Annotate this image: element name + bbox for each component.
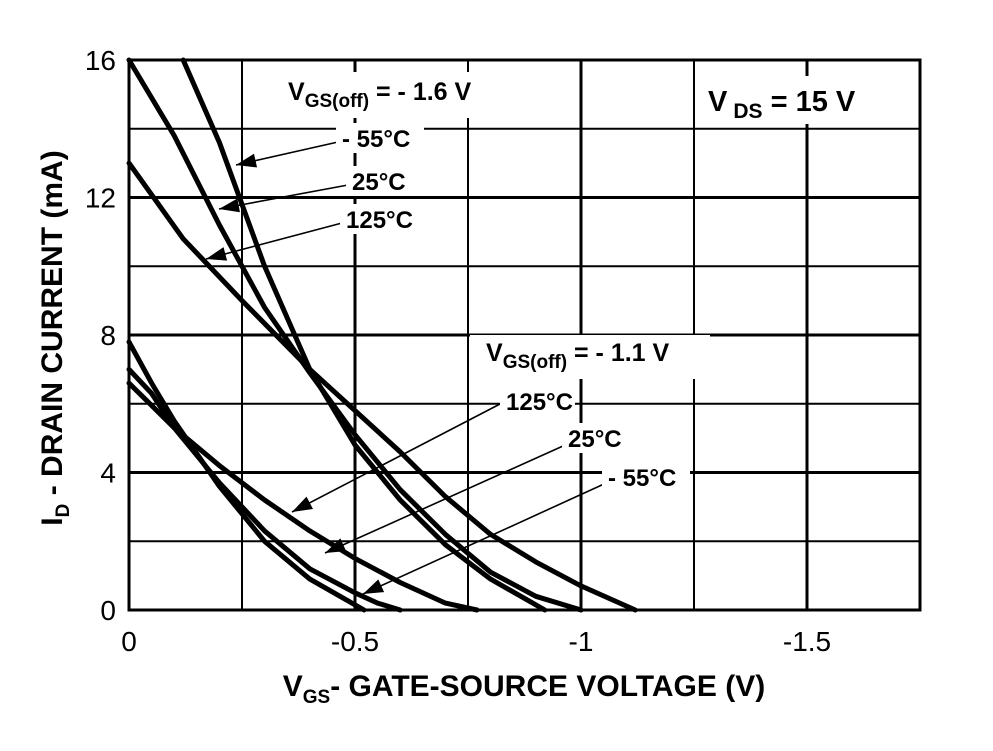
x-tick-label: -1 (569, 626, 594, 657)
label-bg (346, 166, 408, 196)
curve-group2-55c (126, 339, 367, 613)
label-bg (562, 423, 624, 453)
label-bg (340, 204, 415, 234)
curve-group1-25c (126, 57, 584, 613)
arrow-line (291, 403, 501, 513)
arrow-head (206, 247, 228, 261)
label-bg (336, 123, 424, 153)
series-label: 25°C (568, 426, 622, 453)
label-bg (500, 386, 575, 416)
series-label: - 55°C (608, 465, 676, 492)
vgs-off-label-1: VGS(off) = - 1.6 V (288, 78, 472, 112)
arrow-line (218, 184, 349, 210)
x-tick-label: -1.5 (783, 626, 831, 657)
y-tick-label: 16 (85, 45, 116, 76)
label-bg (602, 462, 690, 492)
y-tick-label: 0 (100, 595, 116, 626)
arrow-head (292, 496, 313, 512)
curve-group1-125c (126, 160, 638, 613)
arrow-head (219, 198, 240, 213)
arrow-head (236, 153, 258, 168)
curve-group2-25c (126, 366, 403, 613)
chart-ticks: 0 4 8 12 16 0 -0.5 -1 -1.5 (85, 45, 831, 657)
y-axis-title: ID - DRAIN CURRENT (mA) (36, 150, 74, 525)
y-tick-label: 8 (100, 320, 116, 351)
x-tick-label: -0.5 (331, 626, 379, 657)
arrow-line (324, 445, 564, 554)
arrow-head (363, 579, 385, 594)
series-label: - 55°C (342, 126, 410, 153)
chart-arrows (205, 141, 605, 595)
vds-label: V DS = 15 V (708, 86, 856, 123)
x-tick-label: 0 (121, 626, 137, 657)
arrow-line (205, 222, 343, 260)
series-label: 25°C (352, 169, 406, 196)
vgs-off-label-2: VGS(off) = - 1.1 V (486, 339, 670, 373)
series-label: 125°C (506, 389, 573, 416)
y-tick-label: 12 (85, 183, 116, 214)
arrow-line (362, 483, 605, 595)
y-tick-label: 4 (100, 458, 116, 489)
series-label: 125°C (346, 207, 413, 234)
arrow-head (325, 538, 347, 553)
x-axis-title: VGS- GATE-SOURCE VOLTAGE (V) (283, 670, 765, 708)
plot-frame (127, 58, 922, 612)
chart-annotations: - 55°C 25°C 125°C 125°C 25°C - 55°C (336, 123, 690, 492)
